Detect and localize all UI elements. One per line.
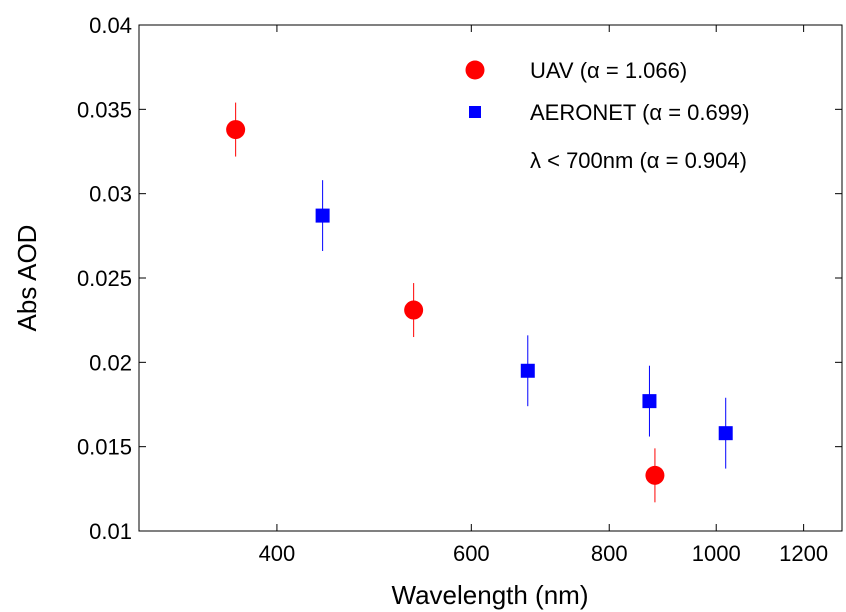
y-tick-label: 0.035 xyxy=(77,97,132,122)
x-tick-label: 600 xyxy=(453,541,490,566)
uav-point xyxy=(645,465,665,485)
y-tick-label: 0.01 xyxy=(89,519,132,544)
x-tick-label: 800 xyxy=(591,541,628,566)
y-tick-label: 0.04 xyxy=(89,13,132,38)
uav-point xyxy=(404,300,424,320)
y-axis-title: Abs AOD xyxy=(12,225,42,332)
axis-ticks: 400 600 800 1000 1200 0.01 0.015 0.02 0.025 0.03 0… xyxy=(77,13,842,566)
x-axis-title: Wavelength (nm) xyxy=(392,580,589,610)
legend-item-uav: UAV (α = 1.066) xyxy=(530,58,687,83)
x-tick-label: 400 xyxy=(259,541,296,566)
aeronet-point xyxy=(520,363,535,378)
legend-item-aeronet: AERONET (α = 0.699) xyxy=(530,100,750,125)
legend: UAV (α = 1.066) AERONET (α = 0.699) λ < 70… xyxy=(465,58,750,173)
x-tick-label: 1200 xyxy=(779,541,828,566)
aeronet-point xyxy=(718,426,733,441)
aeronet-point xyxy=(315,208,330,223)
y-tick-label: 0.02 xyxy=(89,350,132,375)
y-tick-label: 0.025 xyxy=(77,266,132,291)
y-tick-label: 0.03 xyxy=(89,182,132,207)
aeronet-point xyxy=(642,394,657,409)
x-tick-label: 1000 xyxy=(692,541,741,566)
data-points xyxy=(226,120,733,485)
legend-item-annotation: λ < 700nm (α = 0.904) xyxy=(530,148,747,173)
y-tick-label: 0.015 xyxy=(77,435,132,460)
uav-point xyxy=(226,120,246,140)
legend-marker-circle xyxy=(465,60,485,80)
legend-marker-square xyxy=(469,106,481,118)
